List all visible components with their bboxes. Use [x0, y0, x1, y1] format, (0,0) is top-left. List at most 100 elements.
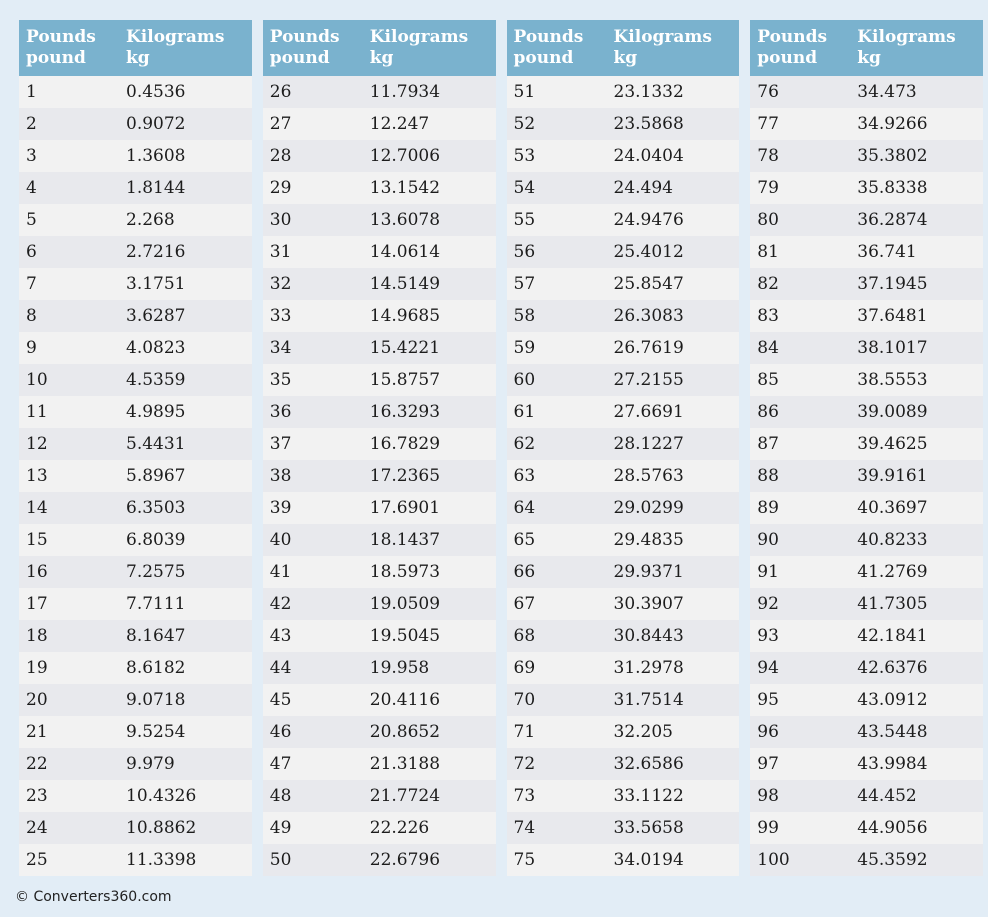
table-row: 24 10.8862: [19, 812, 252, 844]
pounds-value: 25: [26, 850, 48, 870]
table-row: 71 32.205: [506, 716, 740, 748]
kilograms-value: 25.8547: [613, 274, 684, 294]
table-body: 51 23.1332 52 23.5868 53 24.0404 54 24.494 55 24.…: [506, 76, 740, 876]
kilograms-header-line2: kg: [126, 48, 150, 68]
footer-copyright: © Converters360.com: [15, 889, 172, 905]
pounds-header-cell: Pounds pound: [263, 25, 363, 71]
pounds-value: 26: [269, 82, 292, 102]
table-row: 62 28.1227: [506, 428, 740, 460]
pounds-value: 44: [269, 658, 292, 678]
kilograms-value: 41.2769: [857, 562, 928, 582]
table-row: 88 39.9161: [750, 460, 983, 492]
table-row: 22 9.979: [19, 748, 252, 780]
pounds-header-line2: pound: [513, 48, 574, 68]
pounds-value: 87: [757, 434, 779, 454]
pounds-value: 11: [26, 402, 48, 422]
kilograms-value: 13.1542: [369, 178, 441, 198]
table-row: 51 23.1332: [506, 76, 740, 108]
pounds-value: 3: [26, 146, 37, 166]
pounds-value: 70: [513, 690, 536, 710]
pounds-header-line2: pound: [26, 48, 86, 68]
table-row: 52 23.5868: [506, 108, 740, 140]
kilograms-value: 7.2575: [126, 562, 186, 582]
kilograms-value: 10.4326: [126, 786, 197, 806]
pounds-value: 22: [26, 754, 48, 774]
table-row: 75 34.0194: [506, 844, 740, 876]
kilograms-value: 9.979: [126, 754, 175, 774]
kilograms-value: 4.9895: [126, 402, 186, 422]
table-row: 58 26.3083: [506, 300, 740, 332]
pounds-value: 38: [269, 466, 292, 486]
table-row: 20 9.0718: [19, 684, 252, 716]
kilograms-value: 9.0718: [126, 690, 186, 710]
kilograms-value: 39.9161: [857, 466, 928, 486]
pounds-value: 16: [26, 562, 48, 582]
pounds-header-cell: Pounds pound: [19, 25, 119, 71]
conversion-table: Pounds pound Kilograms kg 51 23.1332 52 23.…: [506, 20, 740, 876]
kilograms-value: 29.4835: [613, 530, 684, 550]
kilograms-value: 30.8443: [613, 626, 684, 646]
table-row: 60 27.2155: [506, 364, 740, 396]
kilograms-value: 32.205: [613, 722, 673, 742]
kilograms-value: 11.7934: [369, 82, 441, 102]
pounds-value: 60: [513, 370, 536, 390]
kilograms-header-line2: kg: [613, 48, 638, 68]
table-row: 84 38.1017: [750, 332, 983, 364]
table-row: 39 17.6901: [262, 492, 496, 524]
table-row: 36 16.3293: [262, 396, 496, 428]
kilograms-value: 15.8757: [369, 370, 441, 390]
kilograms-value: 45.3592: [857, 850, 928, 870]
kilograms-value: 20.4116: [369, 690, 441, 710]
pounds-value: 21: [26, 722, 48, 742]
pounds-value: 57: [513, 274, 536, 294]
table-row: 14 6.3503: [19, 492, 252, 524]
table-row: 54 24.494: [506, 172, 740, 204]
kilograms-value: 20.8652: [369, 722, 441, 742]
table-row: 35 15.8757: [262, 364, 496, 396]
table-row: 65 29.4835: [506, 524, 740, 556]
table-row: 9 4.0823: [19, 332, 252, 364]
table-row: 5 2.268: [19, 204, 252, 236]
table-row: 74 33.5658: [506, 812, 740, 844]
pounds-value: 33: [269, 306, 292, 326]
pounds-header-line1: Pounds: [269, 27, 340, 47]
kilograms-value: 2.268: [126, 210, 175, 230]
table-row: 21 9.5254: [19, 716, 252, 748]
table-row: 94 42.6376: [750, 652, 983, 684]
kilograms-value: 21.3188: [369, 754, 441, 774]
table-row: 28 12.7006: [262, 140, 496, 172]
pounds-value: 68: [513, 626, 536, 646]
table-row: 3 1.3608: [19, 140, 252, 172]
pounds-value: 69: [513, 658, 536, 678]
table-row: 10 4.5359: [19, 364, 252, 396]
table-row: 99 44.9056: [750, 812, 983, 844]
kilograms-value: 14.5149: [369, 274, 441, 294]
table-row: 49 22.226: [262, 812, 496, 844]
pounds-value: 56: [513, 242, 536, 262]
kilograms-value: 16.3293: [369, 402, 441, 422]
kilograms-value: 19.5045: [369, 626, 441, 646]
table-row: 50 22.6796: [262, 844, 496, 876]
kilograms-value: 12.247: [369, 114, 430, 134]
kilograms-value: 0.4536: [126, 82, 186, 102]
table-row: 81 36.741: [750, 236, 983, 268]
kilograms-value: 42.1841: [857, 626, 928, 646]
kilograms-value: 23.1332: [613, 82, 684, 102]
kilograms-value: 28.1227: [613, 434, 684, 454]
kilograms-value: 42.6376: [857, 658, 928, 678]
table-row: 37 16.7829: [262, 428, 496, 460]
kilograms-value: 11.3398: [126, 850, 197, 870]
table-row: 25 11.3398: [19, 844, 252, 876]
kilograms-value: 33.1122: [613, 786, 684, 806]
pounds-value: 96: [757, 722, 779, 742]
pounds-value: 66: [513, 562, 536, 582]
table-row: 73 33.1122: [506, 780, 740, 812]
kilograms-value: 34.9266: [857, 114, 928, 134]
table-row: 91 41.2769: [750, 556, 983, 588]
pounds-value: 23: [26, 786, 48, 806]
pounds-value: 81: [757, 242, 779, 262]
table-row: 63 28.5763: [506, 460, 740, 492]
kilograms-value: 16.7829: [369, 434, 441, 454]
pounds-header-line2: pound: [269, 48, 330, 68]
table-row: 57 25.8547: [506, 268, 740, 300]
